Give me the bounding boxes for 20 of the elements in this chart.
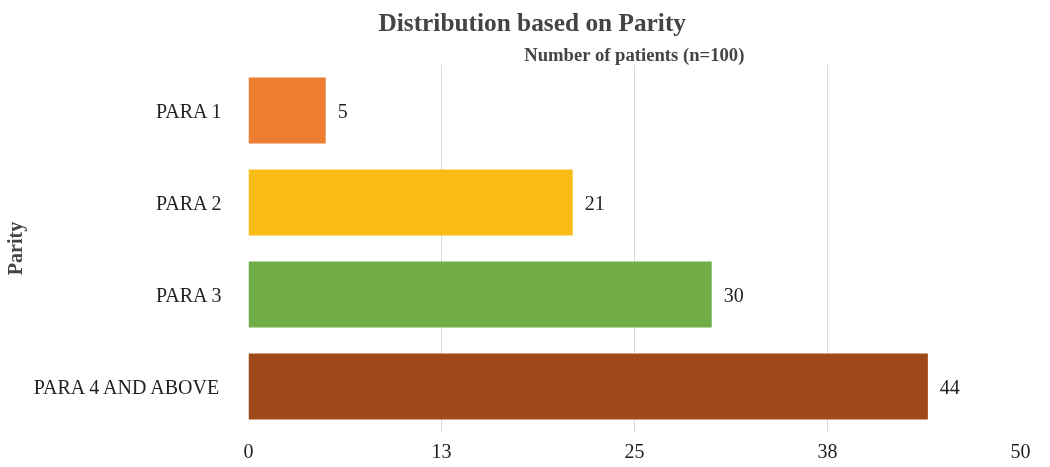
data-label: 21 (584, 191, 605, 214)
y-axis-title: Parity (3, 221, 27, 276)
y-tick-label: PARA 2 (155, 191, 222, 214)
x-tick-label: 25 (624, 439, 645, 462)
y-tick-label: PARA 4 AND ABOVE (33, 375, 220, 398)
data-label: 5 (337, 99, 348, 122)
y-tick-label: PARA 3 (155, 283, 222, 306)
data-label: 30 (723, 283, 744, 306)
data-label: 44 (939, 375, 960, 398)
bar (248, 261, 712, 328)
x-tick-label: 50 (1010, 439, 1031, 462)
y-tick-label: PARA 1 (155, 99, 222, 122)
bar (248, 77, 326, 144)
chart-title: Distribution based on Parity (378, 7, 687, 36)
bar (248, 169, 573, 236)
x-tick-label: 38 (817, 439, 838, 462)
bar (248, 353, 928, 420)
x-tick-label: 13 (431, 439, 452, 462)
x-tick-label: 0 (243, 439, 254, 462)
x-axis-title: Number of patients (n=100) (524, 43, 745, 66)
